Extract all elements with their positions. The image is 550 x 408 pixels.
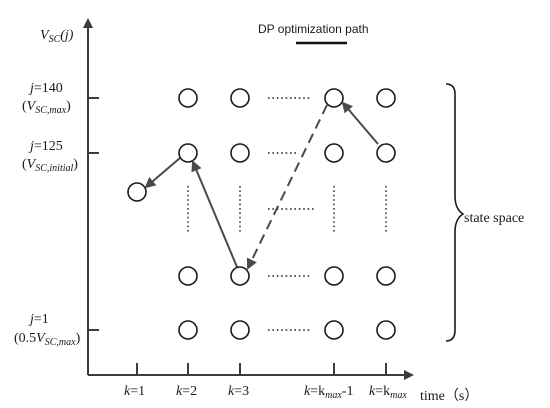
x-tick-label-2: k=2 [176, 384, 197, 399]
state-node [230, 143, 250, 163]
state-space-label: state space [464, 211, 524, 226]
x-axis-label: time（s） [420, 388, 478, 404]
svg-text:(VSC,max): (VSC,max) [22, 99, 71, 116]
y-ticks [88, 97, 99, 331]
x-ticks [136, 363, 387, 375]
svg-text:(VSC,initial): (VSC,initial) [22, 157, 78, 174]
svg-text:j=125: j=125 [28, 139, 63, 154]
x-tick-label-1: k=1 [124, 384, 145, 399]
path-arrow [341, 101, 379, 145]
state-node [324, 88, 344, 108]
y-tick-label-1: j=1 (0.5VSC,max) [14, 312, 81, 348]
state-node [376, 143, 396, 163]
x-tick-label-3: k=3 [228, 384, 249, 399]
state-node [376, 266, 396, 286]
path-arrow [191, 160, 238, 268]
x-tick-label-kmax: k=kmax [369, 384, 407, 401]
path-arrow [144, 157, 181, 189]
x-tick-label-kmax-1: k=kmax-1 [304, 384, 353, 401]
state-node [376, 320, 396, 340]
dp-path [144, 101, 379, 270]
diagram-title: DP optimization path [258, 22, 369, 36]
state-node [127, 182, 147, 202]
state-node [230, 320, 250, 340]
state-node [324, 320, 344, 340]
state-node [178, 266, 198, 286]
state-nodes [127, 88, 396, 340]
y-tick-label-125: j=125 (VSC,initial) [22, 139, 78, 174]
ellipsis-dots [187, 97, 387, 331]
state-node [376, 88, 396, 108]
y-tick-label-140: j=140 (VSC,max) [22, 81, 71, 116]
state-node [324, 143, 344, 163]
state-node [230, 266, 250, 286]
state-node [178, 320, 198, 340]
state-space-brace [445, 83, 465, 342]
state-node [178, 143, 198, 163]
state-node [324, 266, 344, 286]
svg-text:j=1: j=1 [28, 312, 49, 327]
y-axis-label: VSC(j) [40, 28, 74, 45]
path-arrow-dashed [246, 104, 328, 270]
svg-text:j=140: j=140 [28, 81, 63, 96]
state-node [230, 88, 250, 108]
state-node [178, 88, 198, 108]
svg-text:(0.5VSC,max): (0.5VSC,max) [14, 331, 81, 348]
